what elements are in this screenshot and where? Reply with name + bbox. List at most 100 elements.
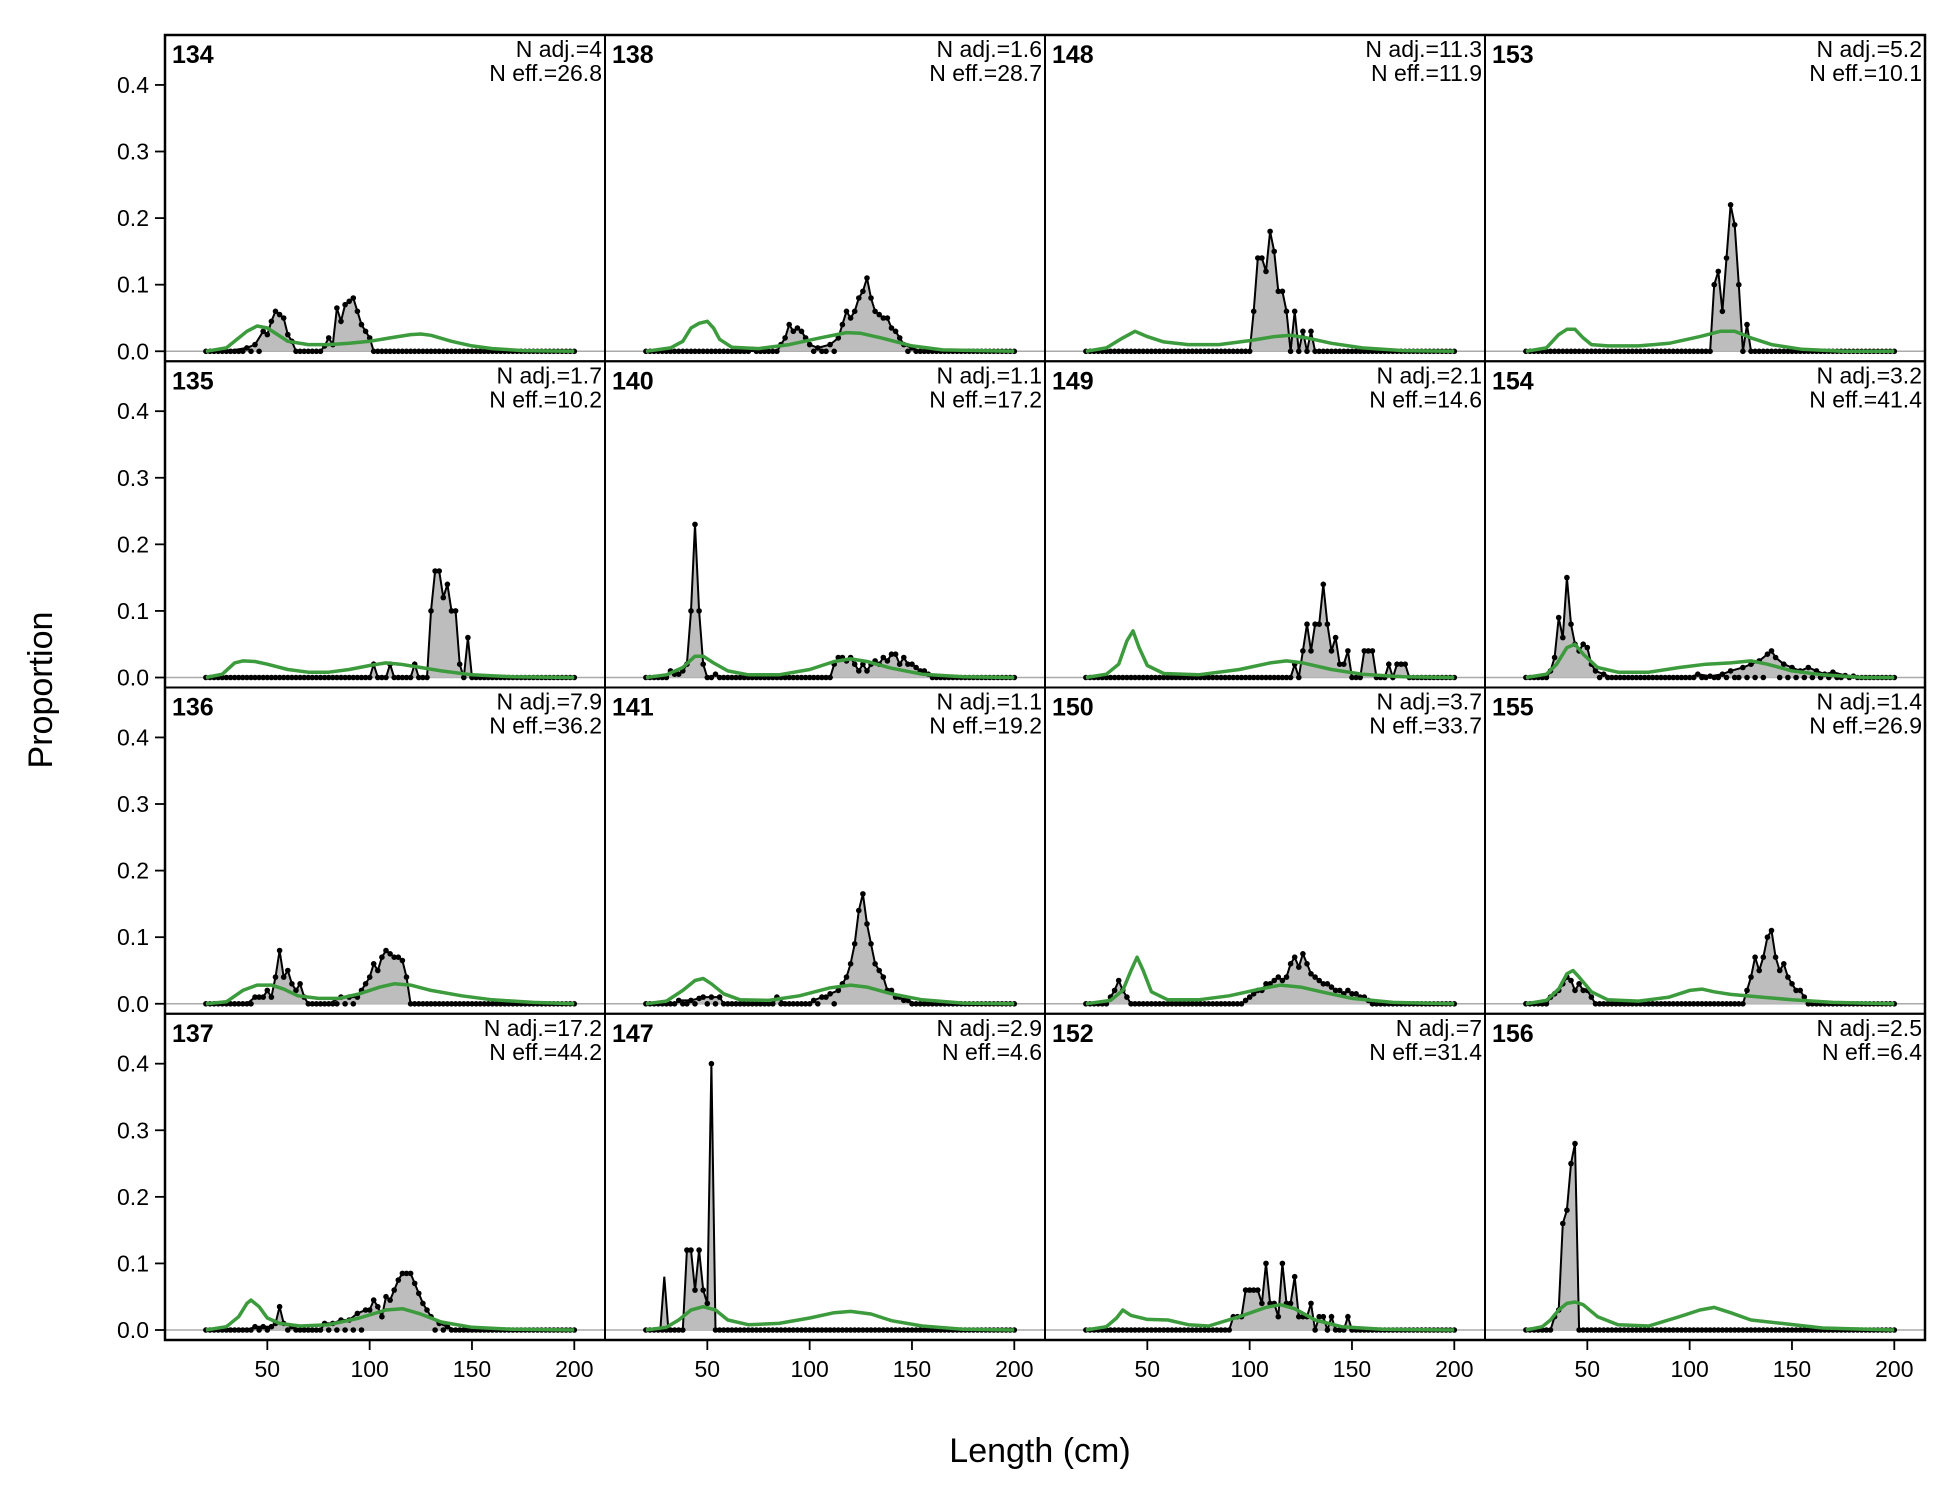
observed-point <box>1156 348 1163 355</box>
observed-point <box>1576 1327 1582 1333</box>
observed-point <box>1300 328 1306 335</box>
observed-point <box>244 1001 250 1007</box>
observed-point <box>1768 648 1775 654</box>
observed-point <box>1324 1327 1331 1333</box>
observed-point <box>810 674 817 681</box>
observed-point <box>1674 674 1681 681</box>
observed-point <box>1287 1300 1294 1307</box>
observed-point <box>1633 1327 1640 1333</box>
observed-point <box>778 1327 784 1333</box>
observed-point <box>370 1297 377 1303</box>
y-tick-label: 0.0 <box>117 991 149 1017</box>
observed-point <box>411 348 418 355</box>
observed-point <box>1107 348 1114 355</box>
observed-point <box>733 1327 739 1333</box>
observed-point <box>240 1001 246 1007</box>
observed-point <box>456 348 463 355</box>
observed-point <box>835 987 842 994</box>
n-adj-label: N adj.=1.1 <box>937 362 1043 388</box>
observed-point <box>704 674 711 681</box>
observed-point <box>851 1327 858 1333</box>
observed-point <box>1801 1327 1808 1333</box>
observed-point <box>725 1327 731 1333</box>
observed-point <box>268 674 275 681</box>
observed-point <box>810 1327 817 1333</box>
observed-point <box>851 308 858 315</box>
observed-point <box>1711 1327 1717 1333</box>
observed-point <box>1609 1327 1615 1333</box>
observed-point <box>272 974 279 980</box>
x-tick-label: 200 <box>555 1356 593 1382</box>
observed-point <box>1719 1001 1726 1007</box>
observed-point <box>1210 1327 1216 1333</box>
observed-point <box>888 1327 895 1333</box>
observed-point <box>1695 1327 1701 1333</box>
observed-point <box>489 1001 496 1007</box>
observed-point <box>477 1001 484 1007</box>
observed-point <box>909 1327 915 1333</box>
observed-point <box>872 961 878 967</box>
observed-point <box>786 674 792 681</box>
observed-point <box>1140 674 1146 681</box>
observed-point <box>737 1001 743 1007</box>
observed-point <box>1605 674 1611 681</box>
observed-point <box>1568 621 1574 627</box>
observed-point <box>387 1297 393 1303</box>
observed-point <box>1793 987 1799 994</box>
observed-point <box>737 674 743 681</box>
panel-id-label: 140 <box>612 367 654 395</box>
observed-area <box>205 298 575 352</box>
observed-point <box>231 348 238 355</box>
observed-point <box>1596 674 1603 681</box>
n-eff-label: N eff.=14.6 <box>1369 386 1482 412</box>
expected-line <box>205 1298 575 1332</box>
observed-point <box>1580 348 1586 355</box>
observed-point <box>1246 348 1253 355</box>
observed-point <box>1218 1001 1224 1007</box>
observed-point <box>1764 1327 1771 1333</box>
observed-point <box>461 674 467 681</box>
observed-point <box>892 328 899 335</box>
observed-point <box>1205 674 1212 681</box>
observed-point <box>362 1307 369 1313</box>
observed-point <box>1744 674 1750 681</box>
observed-point <box>289 981 295 987</box>
observed-point <box>1682 1001 1689 1007</box>
observed-point <box>1592 1001 1599 1007</box>
observed-point <box>342 1001 348 1007</box>
observed-point <box>827 341 833 348</box>
x-tick-label: 50 <box>695 1356 721 1382</box>
observed-point <box>1336 1327 1343 1333</box>
observed-point <box>1658 348 1664 355</box>
observed-point <box>416 674 422 681</box>
observed-point <box>436 348 443 355</box>
observed-point <box>240 674 246 681</box>
observed-point <box>1560 1220 1566 1227</box>
y-tick-label: 0.3 <box>117 791 149 817</box>
observed-point <box>1259 674 1265 681</box>
observed-point <box>260 328 267 335</box>
observed-point <box>452 348 459 355</box>
observed-point <box>868 295 874 301</box>
x-tick-label: 200 <box>995 1356 1033 1382</box>
observed-point <box>465 634 471 641</box>
observed-point <box>395 954 402 960</box>
observed-point <box>452 1001 459 1007</box>
panel-id-label: 147 <box>612 1020 654 1048</box>
observed-point <box>896 335 903 341</box>
observed-point <box>1617 1327 1623 1333</box>
observed-point <box>313 348 320 355</box>
observed-point <box>1670 348 1677 355</box>
observed-point <box>1592 1327 1599 1333</box>
observed-point <box>1809 674 1816 681</box>
observed-point <box>272 674 279 681</box>
expected-line <box>645 654 1015 680</box>
observed-point <box>268 1323 275 1330</box>
observed-point <box>1551 348 1558 355</box>
observed-point <box>1699 1327 1705 1333</box>
observed-point <box>362 328 369 335</box>
observed-point <box>786 1327 792 1333</box>
observed-point <box>827 674 833 681</box>
observed-point <box>285 674 291 681</box>
